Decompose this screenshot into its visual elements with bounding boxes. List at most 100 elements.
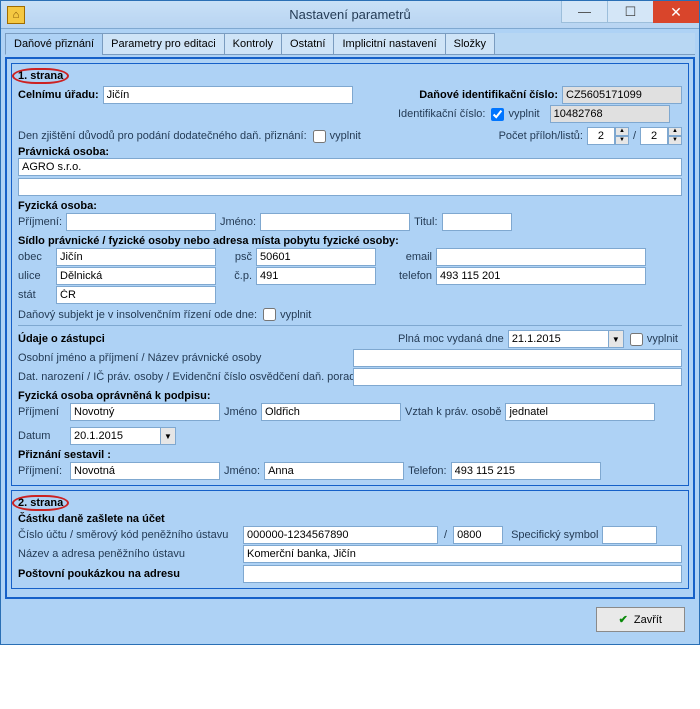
tab-folders[interactable]: Složky [445, 33, 495, 55]
se-telefon-input[interactable] [451, 462, 601, 480]
nazev-label: Název a adresa peněžního ústavu [18, 548, 243, 560]
titlebar[interactable]: ⌂ Nastavení parametrů — ☐ ✕ [1, 1, 699, 29]
form-body: 1. strana Celnímu úřadu: Daňové identifi… [5, 57, 695, 599]
bank-code-input[interactable] [453, 526, 503, 544]
cislo-uctu-label: Číslo účtu / směrový kód peněžního ústav… [18, 529, 243, 541]
spec-symbol-input[interactable] [602, 526, 657, 544]
se-prijmeni-label: Příjmení: [18, 465, 70, 477]
den-zjisteni-vyplnit-label: vyplnit [330, 130, 365, 142]
fyzicka-osoba-header: Fyzická osoba: [18, 200, 682, 212]
obec-input[interactable] [56, 248, 216, 266]
ulice-label: ulice [18, 270, 56, 282]
insolv-label: Daňový subjekt je v insolvenčním řízení … [18, 309, 261, 321]
pocet-priloh-label: Počet příloh/listů: [499, 130, 587, 142]
close-button[interactable]: ✔ Zavřít [596, 607, 685, 632]
pocet-priloh-2[interactable]: ▲▼ [640, 127, 682, 145]
datum-label: Datum [18, 430, 70, 442]
podpis-header: Fyzická osoba oprávněná k podpisu: [18, 390, 682, 402]
id-cislo-input[interactable] [550, 105, 670, 123]
cp-label: č.p. [216, 270, 256, 282]
tab-edit-params[interactable]: Parametry pro editaci [102, 33, 225, 55]
check-icon: ✔ [619, 613, 628, 626]
celni-urad-input[interactable] [103, 86, 353, 104]
fo-prijmeni-input[interactable] [66, 213, 216, 231]
postovni-input[interactable] [243, 565, 682, 583]
osobni-label: Osobní jméno a příjmení / Název právnick… [18, 352, 353, 364]
telefon-label: telefon [376, 270, 436, 282]
fo-jmeno-input[interactable] [260, 213, 410, 231]
datum-picker[interactable]: ▼ [70, 427, 176, 445]
den-zjisteni-label: Den zjištění důvodů pro podání dodatečné… [18, 130, 311, 142]
page1-header: 1. strana [18, 70, 63, 82]
po-prijmeni-input[interactable] [70, 403, 220, 421]
fo-jmeno-label: Jméno: [220, 216, 260, 228]
spec-symbol-label: Specifický symbol [511, 529, 602, 541]
email-label: email [376, 251, 436, 263]
chevron-down-icon[interactable]: ▼ [608, 330, 624, 348]
plna-moc-check[interactable] [630, 333, 643, 346]
insolv-check[interactable] [263, 308, 276, 321]
pravnicka-osoba-line2[interactable] [18, 178, 682, 196]
close-button-label: Zavřít [634, 614, 662, 626]
spin-down-icon[interactable]: ▼ [668, 136, 682, 145]
stat-input[interactable] [56, 286, 216, 304]
den-zjisteni-check[interactable] [313, 130, 326, 143]
po-vztah-input[interactable] [505, 403, 655, 421]
page1-panel: 1. strana Celnímu úřadu: Daňové identifi… [11, 63, 689, 486]
pravnicka-osoba-line1[interactable] [18, 158, 682, 176]
sestavil-header: Přiznání sestavil : [18, 449, 682, 461]
psc-input[interactable] [256, 248, 376, 266]
page2-header: 2. strana [18, 497, 63, 509]
spin-up-icon[interactable]: ▲ [615, 127, 629, 136]
tabstrip: Daňové přiznání Parametry pro editaci Ko… [5, 33, 695, 55]
id-cislo-label: Identifikační číslo: [398, 108, 489, 120]
po-jmeno-label: Jméno [224, 406, 261, 418]
plna-moc-label: Plná moc vydaná dne [398, 333, 508, 345]
dic-input[interactable] [562, 86, 682, 104]
fo-titul-input[interactable] [442, 213, 512, 231]
po-jmeno-input[interactable] [261, 403, 401, 421]
plna-moc-vyplnit-label: vyplnit [647, 333, 682, 345]
plna-moc-date[interactable]: ▼ [508, 330, 624, 348]
obec-label: obec [18, 251, 56, 263]
insolv-vyplnit-label: vyplnit [280, 309, 315, 321]
tab-implicit[interactable]: Implicitní nastavení [333, 33, 445, 55]
id-cislo-vyplnit-check[interactable] [491, 108, 504, 121]
maximize-button[interactable]: ☐ [607, 1, 653, 23]
cp-input[interactable] [256, 267, 376, 285]
se-prijmeni-input[interactable] [70, 462, 220, 480]
id-cislo-vyplnit-label: vyplnit [508, 108, 543, 120]
cislo-uctu-input[interactable] [243, 526, 438, 544]
castku-header: Částku daně zašlete na účet [18, 513, 682, 525]
tab-controls[interactable]: Kontroly [224, 33, 282, 55]
ulice-input[interactable] [56, 267, 216, 285]
pravnicka-osoba-header: Právnická osoba: [18, 146, 682, 158]
app-icon: ⌂ [7, 6, 25, 24]
dic-label: Daňové identifikační číslo: [419, 89, 562, 101]
stat-label: stát [18, 289, 56, 301]
celni-urad-label: Celnímu úřadu: [18, 89, 103, 101]
minimize-button[interactable]: — [561, 1, 607, 23]
chevron-down-icon[interactable]: ▼ [160, 427, 176, 445]
dat-nar-input[interactable] [353, 368, 682, 386]
window-close-button[interactable]: ✕ [653, 1, 699, 23]
window: ⌂ Nastavení parametrů — ☐ ✕ Daňové přizn… [0, 0, 700, 645]
po-prijmeni-label: Příjmení [18, 406, 70, 418]
se-telefon-label: Telefon: [408, 465, 451, 477]
email-input[interactable] [436, 248, 646, 266]
postovni-header: Poštovní poukázkou na adresu [18, 568, 243, 580]
psc-label: psč [216, 251, 256, 263]
nazev-input[interactable] [243, 545, 682, 563]
page2-panel: 2. strana Částku daně zašlete na účet Čí… [11, 490, 689, 589]
footer: ✔ Zavřít [5, 599, 695, 640]
osobni-input[interactable] [353, 349, 682, 367]
pocet-priloh-1[interactable]: ▲▼ [587, 127, 629, 145]
tab-other[interactable]: Ostatní [281, 33, 334, 55]
spin-up-icon[interactable]: ▲ [668, 127, 682, 136]
telefon-input[interactable] [436, 267, 646, 285]
zastupce-header: Údaje o zástupci [18, 333, 109, 345]
spin-down-icon[interactable]: ▼ [615, 136, 629, 145]
se-jmeno-input[interactable] [264, 462, 404, 480]
se-jmeno-label: Jméno: [224, 465, 264, 477]
tab-tax-return[interactable]: Daňové přiznání [5, 33, 103, 55]
